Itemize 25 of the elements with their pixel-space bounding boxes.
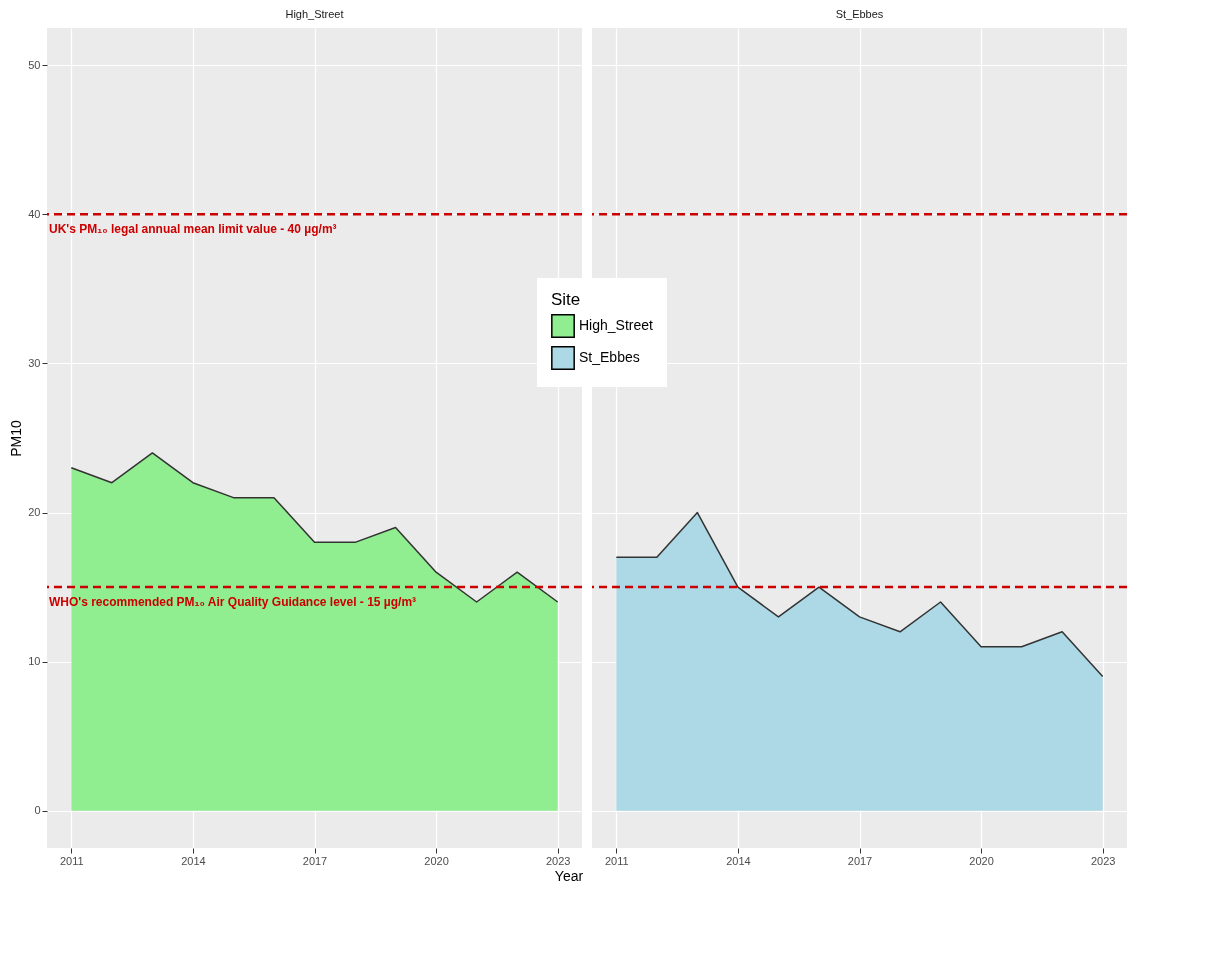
x-tick-label: 2023 bbox=[545, 854, 571, 867]
y-tick-label: 0 bbox=[34, 804, 41, 817]
x-tick-label: 2023 bbox=[1090, 854, 1116, 867]
y-tick-label: 30 bbox=[28, 356, 41, 369]
y-tick-label: 10 bbox=[28, 655, 41, 668]
x-tick-label: 2014 bbox=[181, 854, 206, 867]
x-tick-label: 2017 bbox=[847, 854, 873, 867]
x-tick-label: 2011 bbox=[59, 854, 84, 867]
x-axis-title: Year bbox=[554, 868, 584, 884]
y-tick-label: 20 bbox=[28, 506, 41, 519]
ref-line-label: WHO's recommended PM₁₀ Air Quality Guidance level - 15 µg/m³ bbox=[49, 595, 417, 610]
x-tick-label: 2014 bbox=[726, 854, 751, 867]
y-tick-label: 50 bbox=[28, 58, 41, 71]
chart-title: High_Street bbox=[285, 8, 344, 20]
ref-line-label: UK's PM₁₀ legal annual mean limit value - 40 µg/m³ bbox=[49, 222, 337, 237]
y-tick-label: 40 bbox=[28, 207, 41, 220]
chart-title: St_Ebbes bbox=[835, 8, 884, 20]
x-tick-label: 2011 bbox=[604, 854, 629, 867]
x-tick-label: 2017 bbox=[302, 854, 328, 867]
x-tick-label: 2020 bbox=[969, 854, 994, 867]
legend-label: St_Ebbes bbox=[579, 349, 640, 365]
x-tick-label: 2020 bbox=[424, 854, 449, 867]
legend-label: High_Street bbox=[579, 317, 654, 333]
y-axis-title: PM10 bbox=[8, 420, 25, 457]
legend-title: Site bbox=[551, 290, 581, 309]
